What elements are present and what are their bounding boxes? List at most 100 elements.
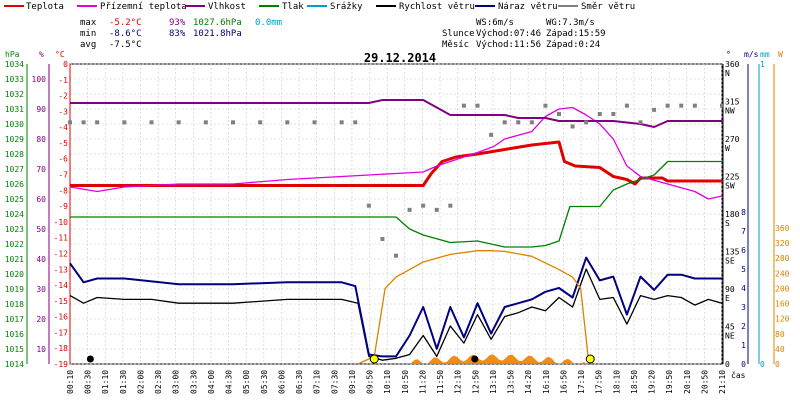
y-tick-solar: 200 (775, 284, 790, 293)
series-line-tlak (70, 160, 722, 248)
wind-direction-point (258, 120, 263, 125)
wind-direction-point (679, 103, 684, 108)
y-tick-humidity: 100 (32, 75, 47, 84)
x-tick-label: 10:50 (401, 370, 410, 394)
sun-rise: Východ:07:46 (476, 29, 541, 39)
stat-min-temp: -8.6°C (109, 29, 142, 39)
sunset-marker (585, 354, 595, 364)
x-tick-label: 02:30 (154, 370, 163, 394)
y-tick-solar: 80 (775, 330, 785, 339)
x-tick-label: 04:00 (207, 370, 216, 394)
y-tick-cardinal: NW (725, 107, 735, 116)
y-tick-humidity: 30 (36, 285, 46, 294)
y-tick-temp: -1 (58, 76, 68, 85)
x-tick-label: 18:10 (612, 370, 621, 394)
y-tick-solar: 120 (775, 315, 790, 324)
y-tick-pressure: 1023 (5, 225, 24, 234)
y-tick-pressure: 1016 (5, 330, 24, 339)
wind-direction-point (597, 112, 602, 116)
y-tick-pressure: 1019 (5, 285, 24, 294)
y-tick-cardinal: E (725, 294, 730, 303)
wind-direction-point (285, 120, 290, 125)
stat-max-hum: 93% (169, 18, 186, 28)
chart-date-title: 29.12.2014 (364, 51, 436, 65)
moon-label: Měsíc (442, 40, 469, 50)
y-tick-pressure: 1020 (5, 270, 24, 279)
y-tick-temp: -10 (54, 218, 69, 227)
y-tick-direction: 45 (725, 323, 735, 332)
wind-direction-point (489, 132, 494, 137)
wind-direction-point (557, 112, 561, 116)
x-tick-label: 17:10 (577, 370, 586, 394)
y-tick-humidity: 40 (36, 255, 46, 264)
stat-max-label: max (80, 18, 97, 28)
y-tick-direction: 270 (725, 135, 740, 144)
x-tick-label: 07:30 (330, 370, 339, 394)
unit-ms: m/s (744, 50, 759, 59)
sunrise-marker (369, 354, 379, 364)
y-tick-temp: -7 (58, 171, 68, 180)
y-tick-rain: 0 (760, 360, 765, 369)
wind-direction-point (543, 103, 548, 108)
y-tick-wind: 4 (741, 284, 746, 293)
sun-label: Slunce (442, 29, 475, 39)
y-tick-wind: 5 (741, 265, 746, 274)
y-tick-temp: -17 (54, 328, 69, 337)
x-tick-label: 17:50 (595, 370, 604, 394)
y-tick-temp: 0 (63, 60, 68, 69)
y-tick-wind: 8 (741, 208, 746, 217)
y-tick-temp: -13 (54, 265, 69, 274)
y-tick-cardinal: SE (725, 257, 735, 266)
y-tick-wind: 7 (741, 227, 746, 236)
y-tick-solar: 320 (775, 239, 790, 248)
y-tick-direction: 90 (725, 285, 735, 294)
x-tick-label: 19:20 (648, 370, 657, 394)
x-tick-label: 16:10 (542, 370, 551, 394)
x-tick-label: 03:00 (172, 370, 181, 394)
y-tick-pressure: 1014 (5, 360, 24, 369)
x-tick-label: 06:00 (277, 370, 286, 394)
unit-w: W (778, 50, 783, 59)
x-tick-label: 21:10 (718, 370, 727, 394)
unit-time: čas (731, 370, 746, 380)
wind-direction-point (475, 103, 480, 108)
sun-set: Západ:15:59 (546, 29, 606, 39)
y-tick-humidity: 90 (36, 105, 46, 114)
y-tick-temp: -2 (58, 92, 68, 101)
y-tick-solar: 360 (775, 224, 790, 233)
y-tick-pressure: 1024 (5, 210, 24, 219)
x-tick-label: 09:50 (366, 370, 375, 394)
x-tick-label: 01:10 (101, 370, 110, 394)
y-tick-cardinal: NE (725, 332, 735, 341)
y-tick-rain: 1 (760, 60, 765, 69)
wind-direction-point (720, 103, 724, 108)
x-tick-label: 11:50 (436, 370, 445, 394)
x-tick-label: 04:30 (225, 370, 234, 394)
stat-max-temp: -5.2°C (109, 18, 142, 28)
y-tick-pressure: 1022 (5, 240, 24, 249)
wind-direction-point (624, 103, 629, 108)
wind-direction-point (366, 203, 371, 208)
y-tick-temp: -15 (54, 297, 69, 306)
wind-direction-point (652, 107, 657, 112)
y-tick-humidity: 70 (36, 165, 46, 174)
x-tick-label: 18:50 (630, 370, 639, 394)
wind-direction-point (434, 207, 439, 212)
y-tick-temp: -6 (58, 155, 68, 164)
legend-humidity: Vlhkost (208, 2, 246, 12)
x-tick-label: 05:00 (242, 370, 251, 394)
x-tick-label: 13:50 (507, 370, 516, 394)
wind-wg: WG:7.3m/s (546, 18, 595, 28)
wind-direction-point (231, 120, 235, 125)
y-tick-solar: 40 (775, 345, 785, 354)
stat-min-hum: 83% (169, 29, 186, 39)
legend-teplota: Teplota (26, 2, 64, 12)
x-tick-label: 07:10 (313, 370, 322, 394)
x-tick-label: 13:10 (489, 370, 498, 394)
wind-direction-point (584, 120, 589, 125)
wind-ws: WS:6m/s (476, 18, 514, 28)
y-tick-pressure: 1027 (5, 165, 24, 174)
y-tick-wind: 3 (741, 303, 746, 312)
x-tick-label: 20:10 (683, 370, 692, 394)
